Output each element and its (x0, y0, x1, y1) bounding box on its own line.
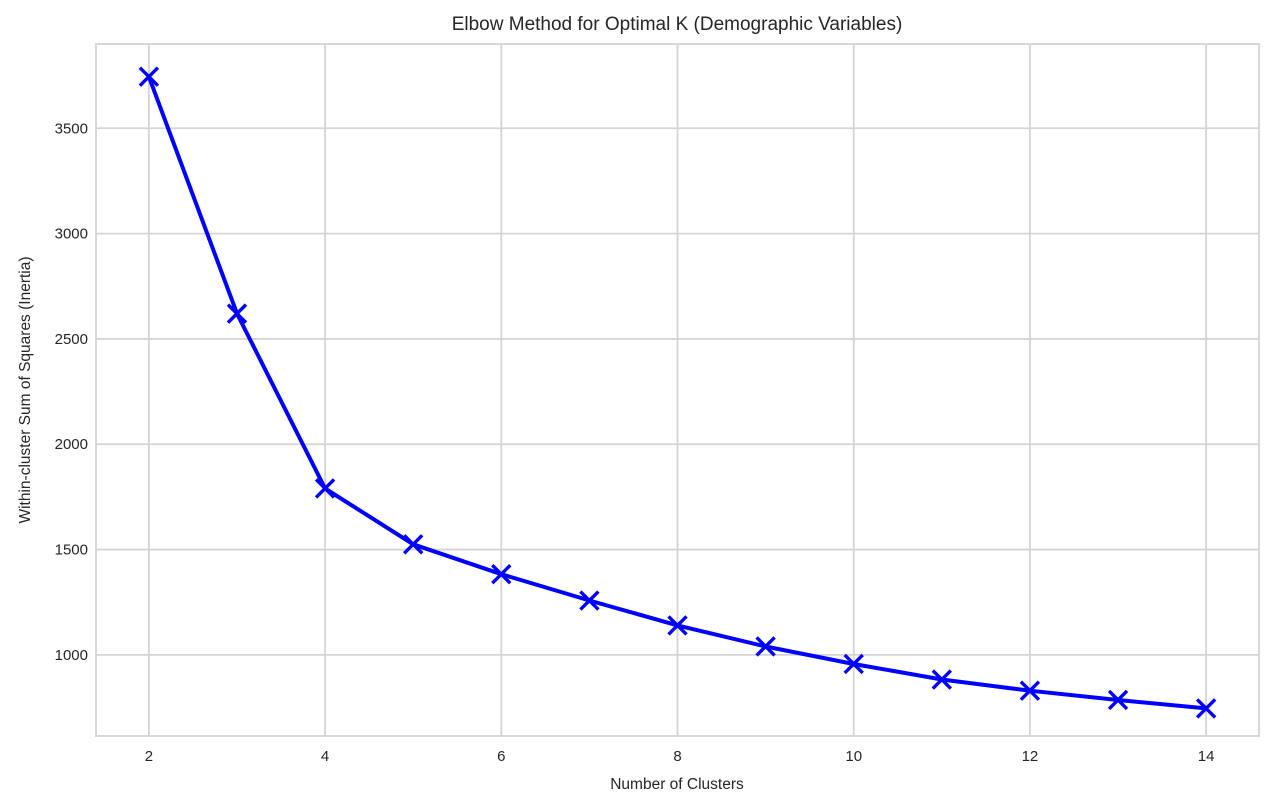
y-tick-label: 3000 (55, 226, 88, 243)
y-tick-label: 2500 (55, 331, 88, 348)
x-tick-label: 4 (321, 748, 329, 765)
x-axis-ticks: 2 4 6 8 10 12 14 (145, 748, 1215, 765)
x-tick-label: 10 (845, 748, 862, 765)
y-tick-label: 1500 (55, 542, 88, 559)
x-tick-label: 14 (1198, 748, 1215, 765)
series-x-markers (138, 66, 1217, 719)
x-axis-label: Number of Clusters (610, 776, 744, 793)
chart-title: Elbow Method for Optimal K (Demographic … (452, 14, 903, 35)
plot-border (95, 43, 1260, 737)
y-tick-label: 3500 (55, 120, 88, 137)
x-tick-label: 12 (1022, 748, 1039, 765)
y-tick-label: 1000 (55, 647, 88, 664)
y-axis-label: Within-cluster Sum of Squares (Inertia) (17, 256, 34, 523)
x-tick-label: 6 (497, 748, 505, 765)
x-tick-label: 2 (145, 748, 153, 765)
y-axis-ticks: 1000 1500 2000 2500 3000 3500 (55, 120, 88, 664)
y-tick-label: 2000 (55, 436, 88, 453)
x-tick-label: 8 (673, 748, 681, 765)
grid-layer (96, 44, 1259, 736)
line-series (138, 66, 1217, 719)
